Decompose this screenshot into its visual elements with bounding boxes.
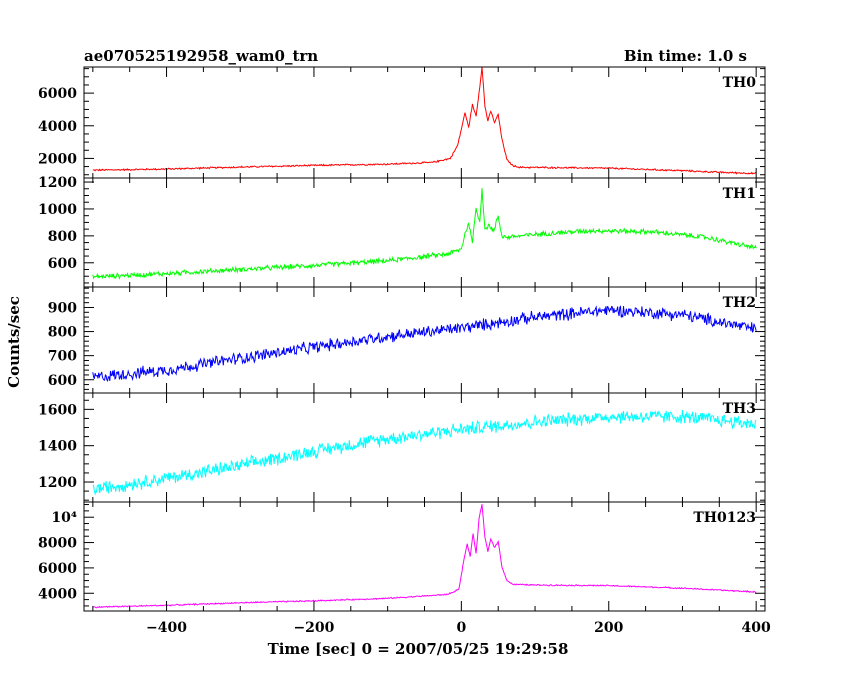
- x-tick-label: 400: [742, 620, 771, 636]
- x-tick-label: −200: [293, 620, 334, 636]
- y-tick-label-th2: 600: [48, 373, 77, 389]
- panel-label-th0: TH0: [723, 75, 757, 91]
- y-tick-label-th2: 700: [48, 349, 77, 365]
- y-tick-label-th1: 600: [48, 256, 77, 272]
- panel-th3: 1200 1400 1600 TH3: [38, 392, 766, 503]
- bin-time-label: Bin time: 1.0 s: [624, 47, 747, 65]
- y-tick-label-th1: 1200: [38, 175, 77, 191]
- x-axis: −400 −200 0 200 400: [146, 620, 771, 636]
- y-tick-label-th0: 4000: [38, 119, 77, 135]
- panel-th1: 600 800 1000 1200 TH1: [38, 175, 766, 288]
- y-tick-label-th0123: 8000: [38, 536, 77, 552]
- x-tick-label: 0: [456, 620, 466, 636]
- panel-th0123: 4000 6000 8000 10⁴ TH0123: [38, 501, 766, 612]
- y-tick-label-th3: 1600: [38, 402, 77, 418]
- panel-label-th3: TH3: [723, 401, 756, 417]
- panel-label-th2: TH2: [723, 295, 756, 311]
- y-tick-label-th1: 1000: [38, 202, 77, 218]
- series-line-th0: [92, 67, 757, 175]
- x-tick-label: 200: [594, 620, 623, 636]
- y-tick-label-th2: 800: [48, 325, 77, 341]
- panels-group: 2000 4000 6000 TH0 600 800 1000 1200 TH1 600 700 80…: [38, 66, 766, 612]
- plot-title: ae070525192958_wam0_trn: [84, 47, 318, 65]
- x-axis-label: Time [sec] 0 = 2007/05/25 19:29:58: [268, 640, 569, 658]
- y-tick-label-th1: 800: [48, 229, 77, 245]
- series-line-th2: [92, 305, 757, 383]
- y-tick-label-th3: 1400: [38, 439, 77, 455]
- series-line-th1: [92, 188, 757, 280]
- y-tick-label-th0123: 10⁴: [51, 510, 77, 526]
- series-line-th3: [92, 409, 757, 496]
- panel-frame-th0123: [83, 501, 766, 612]
- x-tick-label: −400: [146, 620, 187, 636]
- y-tick-label-th0: 2000: [38, 151, 77, 167]
- panel-frame-th0: [83, 66, 766, 179]
- panel-frame-th3: [83, 392, 766, 503]
- panel-frame-th2: [83, 286, 766, 394]
- panel-label-th0123: TH0123: [693, 510, 756, 526]
- series-line-th0123: [92, 504, 757, 609]
- panel-label-th1: TH1: [723, 186, 756, 202]
- y-axis-label: Counts/sec: [5, 296, 23, 388]
- panel-th2: 600 700 800 900 TH2: [48, 286, 766, 394]
- y-tick-label-th0: 6000: [38, 86, 77, 102]
- y-tick-label-th2: 900: [48, 300, 77, 316]
- y-tick-label-th0123: 6000: [38, 561, 77, 577]
- y-tick-label-th0123: 4000: [38, 586, 77, 602]
- panel-th0: 2000 4000 6000 TH0: [38, 66, 766, 179]
- y-tick-label-th3: 1200: [38, 475, 77, 491]
